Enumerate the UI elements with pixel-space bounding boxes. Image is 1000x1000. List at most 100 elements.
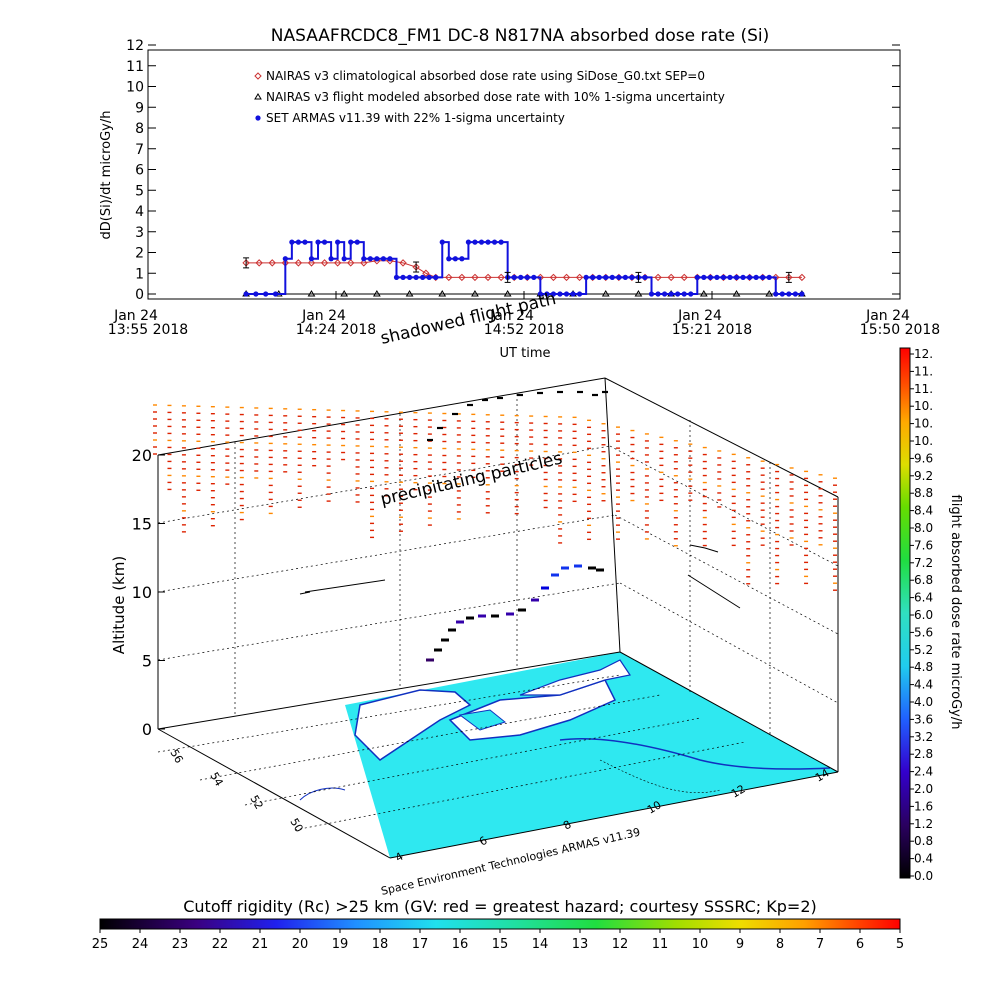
series-point [629, 274, 635, 280]
land-mass [519, 659, 631, 696]
colorbar-tick-label: 5.2 [914, 643, 933, 657]
series-point [760, 274, 766, 280]
series-point [503, 290, 512, 297]
colorbar-tick-label: 2.8 [914, 747, 933, 761]
latitude-ticks: 56 54 52 50 [167, 747, 305, 835]
series-point [446, 256, 452, 262]
colorbar-tick-label: 4.0 [914, 695, 933, 709]
colorbar-tick-label: 10. [914, 399, 933, 413]
series-point [609, 274, 615, 280]
series-point [335, 239, 341, 245]
cutoff-tick-label: 8 [776, 937, 784, 952]
top-x-axis-label: UT time [500, 346, 551, 361]
colorbar-tick-label: 0.0 [914, 869, 933, 883]
colorbar-tick-label: 8.8 [914, 486, 933, 500]
longitude-tick-label: 14 [813, 766, 832, 784]
colorbar-tick-label: 10. [914, 417, 933, 431]
series-point [642, 274, 648, 280]
colorbar-tick-label: 11. [914, 382, 933, 396]
cutoff-tick-label: 23 [172, 937, 189, 952]
land-mass [354, 689, 472, 761]
series-point [557, 291, 563, 297]
altitude-tick-label: 5 [142, 652, 152, 671]
box-edge [604, 377, 621, 653]
colorbar-tick-label: 1.2 [914, 817, 933, 831]
series-point [765, 290, 774, 297]
series-point [307, 259, 316, 267]
colorbar-tick-label: 0.4 [914, 852, 933, 866]
series-point [471, 290, 479, 297]
legend-entry: SET ARMAS v11.39 with 22% 1-sigma uncert… [266, 111, 565, 125]
cutoff-tick-label: 9 [736, 937, 744, 952]
top-y-tick-label: 6 [135, 163, 144, 179]
colorbar-tick-label: 9.6 [914, 451, 933, 465]
cutoff-tick-label: 12 [612, 937, 629, 952]
cutoff-rigidity-colorbar [99, 918, 901, 930]
top-chart-title: NASAAFRCDC8_FM1 DC-8 N817NA absorbed dos… [271, 26, 770, 46]
series-point [491, 239, 498, 245]
series-point [675, 291, 681, 297]
series-point [773, 291, 779, 297]
colorbar-tick-label: 2.4 [914, 765, 933, 779]
series-point [243, 291, 249, 297]
top-series [242, 239, 806, 297]
shadowed-flight-path-upper [427, 390, 608, 442]
series-point [648, 291, 655, 297]
legend-marker [254, 93, 262, 100]
colorbar-tick-label: 5.6 [914, 625, 933, 639]
series-point [766, 274, 772, 280]
series-point [714, 274, 720, 280]
box-edge [157, 651, 621, 730]
colorbar-tick-label: 8.0 [914, 521, 933, 535]
series-point [374, 256, 380, 262]
box-edge [619, 651, 839, 773]
cutoff-rigidity-title: Cutoff rigidity (Rc) >25 km (GV: red = g… [183, 897, 817, 916]
top-x-tick-date: Jan 24 [677, 308, 722, 324]
series-point [575, 273, 584, 282]
top-y-tick-label: 5 [135, 183, 144, 199]
cutoff-tick-label: 16 [452, 937, 469, 952]
legend-entry: NAIRAS v3 flight modeled absorbed dose r… [266, 90, 725, 104]
dose-rate-colorbar [899, 347, 911, 879]
series-point [405, 290, 414, 297]
series-point [341, 256, 347, 262]
precipitating-particle-columns [153, 404, 837, 591]
cutoff-tick-label: 10 [692, 937, 709, 952]
series-point [537, 291, 543, 297]
colorbar-tick-label: 1.6 [914, 799, 933, 813]
series-point [340, 290, 349, 297]
cutoff-tick-label: 19 [332, 937, 349, 952]
series-point [563, 291, 570, 297]
top-y-tick-label: 0 [135, 287, 144, 303]
series-point [792, 291, 798, 297]
top-x-tick-time: 13:55 2018 [108, 322, 188, 338]
cutoff-tick-label: 5 [896, 937, 904, 952]
altitude-tick-label: 15 [132, 515, 152, 534]
altitude-ticks: 0 5 10 15 20 [132, 446, 165, 739]
series-point [688, 291, 694, 297]
water-body [458, 709, 507, 731]
series-point [531, 274, 537, 280]
series-point [320, 259, 329, 267]
series-point [732, 290, 741, 297]
series-point [478, 239, 485, 245]
latitude-tick-label: 50 [287, 816, 305, 835]
latitude-tick-label: 52 [247, 793, 265, 812]
dose-rate-colorbar-ticks: 12. 11. 11. 10. 10. 10. 9.6 9.2 8.8 8.4 8.0 7.6 7.2 6… [910, 347, 933, 883]
series-point [680, 273, 688, 282]
series-point [518, 274, 524, 280]
colorbar-tick-label: 8.4 [914, 504, 933, 518]
series-point [347, 259, 355, 267]
series-point [583, 274, 589, 280]
series-point [372, 290, 381, 297]
series-point [282, 256, 288, 262]
colorbar-tick-label: 4.4 [914, 678, 933, 692]
top-y-tick-label: 1 [135, 266, 144, 282]
top-y-tick-label: 12 [126, 38, 144, 54]
cutoff-tick-label: 14 [532, 937, 549, 952]
top-x-tick-date: Jan 24 [113, 308, 158, 324]
cutoff-tick-label: 7 [816, 937, 824, 952]
